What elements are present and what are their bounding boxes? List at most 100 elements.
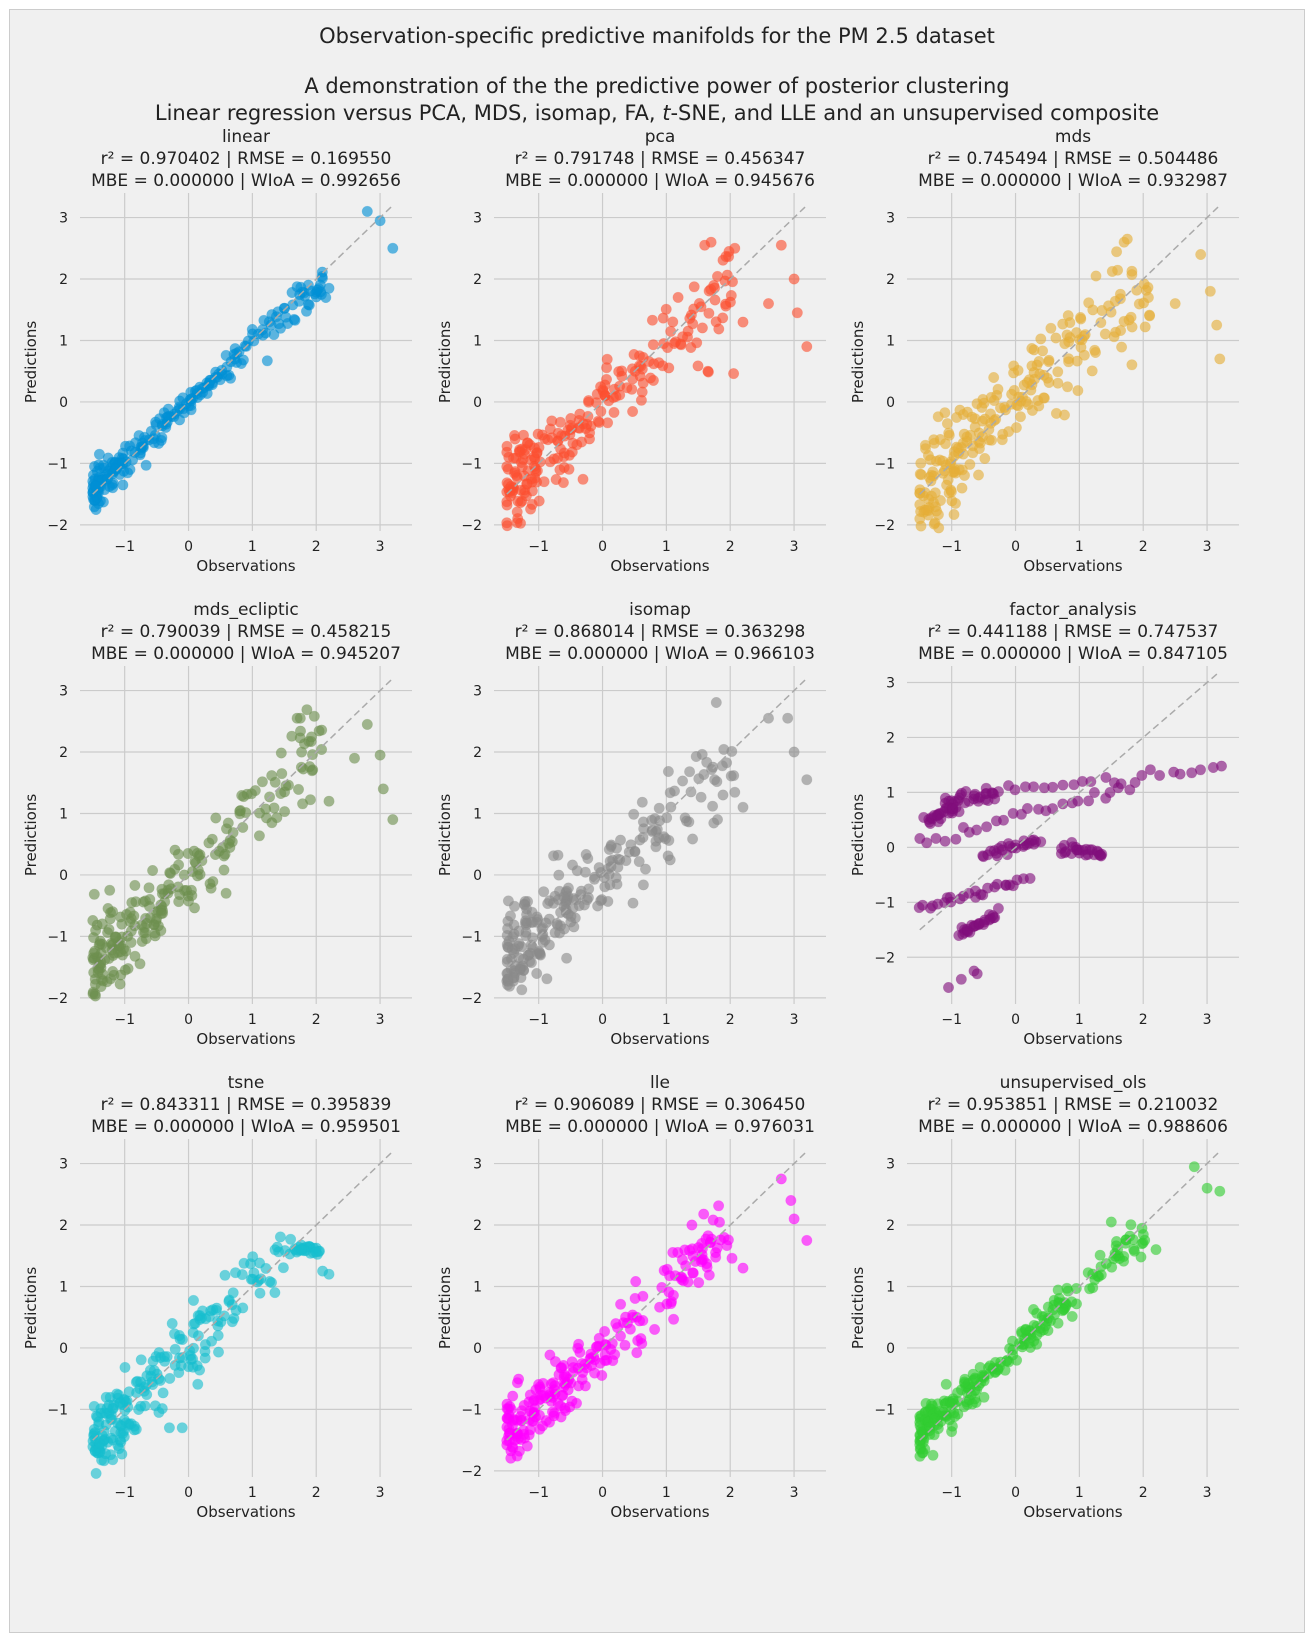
data-point	[174, 1352, 186, 1364]
data-point	[1050, 407, 1062, 419]
data-point	[1071, 1298, 1083, 1310]
x-tick-label: 3	[790, 1012, 799, 1028]
data-point	[958, 428, 970, 440]
data-point	[139, 431, 151, 443]
data-point	[1090, 270, 1102, 282]
data-point	[1092, 1270, 1104, 1282]
data-point	[222, 817, 234, 829]
data-point	[653, 357, 665, 369]
subplot-stats-line2: MBE = 0.000000 | WIoA = 0.932987	[918, 171, 1228, 191]
data-point	[942, 474, 954, 486]
data-point	[720, 251, 732, 263]
subplot-title: pca	[645, 127, 676, 147]
subplot-stats-line1: r² = 0.745494 | RMSE = 0.504486	[928, 149, 1219, 169]
y-tick-label: −1	[461, 456, 482, 472]
data-point	[1150, 1244, 1162, 1256]
x-axis-label: Observations	[1023, 1030, 1122, 1048]
data-point	[614, 854, 626, 866]
data-point	[536, 1420, 548, 1432]
y-axis-label: Predictions	[436, 794, 454, 877]
data-point	[530, 1384, 542, 1396]
data-point	[223, 837, 235, 849]
data-point	[568, 893, 580, 905]
data-point	[1020, 1323, 1032, 1335]
data-point	[134, 958, 146, 970]
data-point	[254, 807, 266, 819]
data-point	[717, 789, 729, 801]
data-point	[801, 341, 813, 353]
y-axis-label: Predictions	[22, 321, 40, 404]
data-point	[189, 902, 201, 914]
data-point	[511, 1377, 523, 1389]
data-point	[157, 1387, 169, 1399]
y-tick-label: −1	[461, 929, 482, 945]
data-point	[555, 430, 567, 442]
data-point	[289, 314, 301, 326]
data-point	[619, 1339, 631, 1351]
data-point	[953, 806, 965, 818]
data-point	[710, 696, 722, 708]
subplot-stats-line2: MBE = 0.000000 | WIoA = 0.945207	[91, 644, 401, 664]
data-point	[914, 468, 926, 480]
data-point	[501, 440, 513, 452]
data-point	[601, 362, 613, 374]
y-tick-label: 1	[59, 1279, 68, 1295]
y-tick-label: −1	[47, 929, 68, 945]
data-point	[1133, 298, 1145, 310]
x-tick-label: 2	[1139, 539, 1148, 555]
data-point	[221, 370, 233, 382]
data-point	[521, 1440, 533, 1452]
data-point	[1115, 778, 1127, 790]
data-point	[518, 470, 530, 482]
data-point	[1063, 356, 1075, 368]
data-point	[108, 969, 120, 981]
y-tick-label: 0	[473, 868, 482, 884]
data-point	[90, 503, 102, 515]
data-point	[639, 863, 651, 875]
data-point	[118, 1431, 130, 1443]
data-point	[928, 437, 940, 449]
data-point	[95, 956, 107, 968]
data-point	[762, 298, 774, 310]
y-tick-label: 2	[473, 1218, 482, 1234]
data-point	[1038, 392, 1050, 404]
data-point	[163, 410, 175, 422]
data-point	[377, 783, 389, 795]
data-point	[562, 882, 574, 894]
data-point	[600, 373, 612, 385]
data-point	[515, 1414, 527, 1426]
data-point	[967, 1368, 979, 1380]
data-point	[508, 928, 520, 940]
data-point	[199, 1352, 211, 1364]
data-point	[296, 1244, 308, 1256]
data-point	[1089, 344, 1101, 356]
y-tick-label: 3	[886, 675, 895, 691]
data-point	[505, 1452, 517, 1464]
subplot-title: lle	[650, 1073, 670, 1093]
data-point	[986, 434, 998, 446]
data-point	[292, 783, 304, 795]
data-point	[954, 404, 966, 416]
y-tick-label: 1	[473, 333, 482, 349]
x-tick-label: −1	[941, 539, 962, 555]
data-point	[988, 371, 1000, 383]
subplot-title: unsupervised_ols	[1000, 1073, 1147, 1093]
data-point	[1035, 836, 1047, 848]
data-point	[1022, 399, 1034, 411]
data-point	[1108, 331, 1120, 343]
data-point	[245, 1273, 257, 1285]
data-point	[711, 814, 723, 826]
data-point	[1136, 769, 1148, 781]
data-point	[695, 791, 707, 803]
y-tick-label: 1	[886, 333, 895, 349]
data-point	[387, 814, 399, 826]
data-point	[1125, 1219, 1137, 1231]
data-point	[681, 331, 693, 343]
data-point	[775, 239, 787, 251]
y-tick-label: 0	[886, 840, 895, 856]
x-tick-label: 2	[312, 1012, 321, 1028]
data-point	[992, 383, 1004, 395]
data-point	[1052, 1317, 1064, 1329]
data-point	[501, 520, 513, 532]
data-point	[972, 469, 984, 481]
